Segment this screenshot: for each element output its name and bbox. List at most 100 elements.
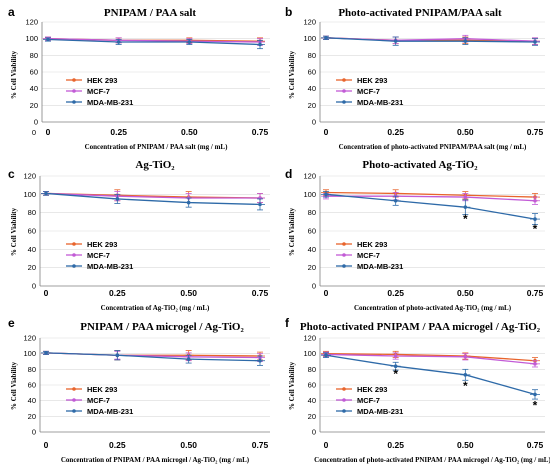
panel-e-y-tick-label: 40 — [28, 396, 36, 405]
panel-a-legend-marker — [72, 78, 76, 82]
panel-b-data-point — [463, 39, 468, 43]
panel-d-y-tick-label: 0 — [312, 282, 316, 291]
panel-f-legend-marker — [342, 387, 346, 391]
panel-b-y-tick-label: 40 — [308, 84, 316, 93]
panel-d-y-tick-label: 40 — [308, 245, 316, 254]
panel-f-data-point — [393, 354, 398, 358]
panel-c-title: Ag-TiO₂ — [135, 159, 175, 171]
panel-f-legend-label: HEK 293 — [357, 385, 387, 394]
panel-d-data-point — [463, 195, 468, 199]
panel-a-x-axis-label: Concentration of PNIPAM / PAA salt (mg /… — [85, 143, 228, 151]
panel-f-data-point — [533, 392, 537, 397]
panel-f-x-tick-label: 0.25 — [387, 440, 404, 450]
panel-a-x-extra-label: 0 — [32, 128, 36, 137]
panel-e-x-tick-label: 0 — [44, 440, 49, 450]
panel-c-x-tick-label: 0.75 — [252, 288, 269, 298]
panel-f-legend-label: MCF-7 — [357, 396, 380, 405]
panel-e-series-line — [45, 352, 261, 362]
panel-c-y-tick-label: 120 — [23, 172, 36, 181]
panel-e-data-point — [115, 353, 120, 358]
panel-b-letter: b — [285, 5, 292, 19]
panel-f-title: Photo-activated PNIPAM / PAA microgel / … — [300, 321, 541, 333]
panel-e-letter: e — [8, 316, 15, 330]
panel-a-title: PNIPAM / PAA salt — [104, 7, 196, 19]
panel-f-x-axis-label: Concentration of photo-activated PNIPAM … — [314, 456, 550, 464]
panel-a-data-point — [116, 40, 121, 44]
panel-f-significance-star: * — [393, 367, 398, 381]
panel-a-legend-label: MCF-7 — [87, 87, 110, 96]
panel-f-letter: f — [285, 316, 290, 330]
panel-f-legend-label: MDA-MB-231 — [357, 407, 403, 416]
panel-d-data-point — [324, 192, 328, 197]
panel-a-x-tick-label: 0.75 — [252, 127, 269, 137]
panel-a-series-line — [47, 38, 261, 46]
panel-a-data-point — [187, 40, 192, 44]
panel-a-data-point — [46, 37, 50, 42]
panel-d-x-axis-label: Concentration of photo-activated Ag-TiO₂… — [354, 304, 512, 312]
panel-c-data-point — [44, 191, 48, 196]
panel-c-y-axis-label: % Cell Viability — [10, 207, 18, 256]
panel-d-legend-label: HEK 293 — [357, 240, 387, 249]
panel-e-title: PNIPAM / PAA microgel / Ag-TiO₂ — [80, 321, 244, 333]
panel-b-legend-marker — [342, 78, 346, 82]
panel-a-x-tick-label: 0.25 — [110, 127, 127, 137]
panel-d-data-point — [533, 217, 537, 221]
panel-f-data-point — [393, 364, 398, 369]
panel-c-legend-marker — [72, 242, 76, 246]
panel-e-data-point — [186, 357, 191, 361]
panel-d-letter: d — [285, 167, 292, 181]
panel-e-legend-label: MDA-MB-231 — [87, 407, 133, 416]
panel-d-x-tick-label: 0.25 — [387, 288, 404, 298]
panel-c-x-tick-label: 0 — [44, 288, 49, 298]
panel-d-legend-marker — [342, 264, 346, 268]
panel-e-legend-marker — [72, 398, 76, 402]
panel-b-x-tick-label: 0.75 — [527, 127, 544, 137]
panel-d-y-tick-label: 120 — [303, 172, 316, 181]
panel-b-x-axis-label: Concentration of photo-activated PNIPAM/… — [339, 143, 527, 151]
panel-f-y-tick-label: 20 — [308, 412, 316, 421]
panel-a-data-point — [258, 42, 262, 47]
panel-a-y-axis-label: % Cell Viability — [10, 50, 18, 99]
panel-f-data-point — [533, 362, 537, 366]
panel-d-legend-marker — [342, 253, 346, 257]
panel-d-legend-label: MCF-7 — [357, 251, 380, 260]
panel-f-significance-star: * — [533, 398, 538, 412]
panel-b-x-tick-label: 0.25 — [387, 127, 404, 137]
panel-d-y-tick-label: 100 — [303, 190, 316, 199]
panel-e-legend-label: MCF-7 — [87, 396, 110, 405]
panel-f-legend-marker — [342, 398, 346, 402]
panel-e-data-point — [44, 351, 48, 355]
panel-e-x-tick-label: 0.25 — [109, 440, 126, 450]
panel-d-data-point — [533, 198, 537, 203]
panel-c-y-tick-label: 60 — [28, 227, 36, 236]
panel-b-x-tick-label: 0 — [324, 127, 329, 137]
panel-a-legend-marker — [72, 89, 76, 93]
panel-b-legend-marker — [342, 89, 346, 93]
panel-b-legend-label: HEK 293 — [357, 76, 387, 85]
panel-a-letter: a — [8, 5, 15, 19]
panel-c-series-line — [45, 192, 261, 206]
panel-a-y-tick-label: 20 — [30, 101, 38, 110]
panel-e-y-tick-label: 0 — [32, 428, 36, 437]
panel-b-y-tick-label: 120 — [303, 18, 316, 27]
panel-f-y-tick-label: 120 — [303, 334, 316, 343]
panel-e-x-axis-label: Concentration of PNIPAM / PAA microgel /… — [61, 456, 250, 464]
panel-c-legend-marker — [72, 253, 76, 257]
panel-e-y-tick-label: 100 — [23, 349, 36, 358]
panel-f-series-line — [325, 353, 536, 362]
panel-e-data-point — [258, 358, 262, 363]
panel-d-title: Photo-activated Ag-TiO₂ — [362, 159, 478, 171]
panel-d-significance-star: * — [463, 212, 468, 226]
panel-f-series-line — [325, 353, 536, 365]
panel-d-legend-marker — [342, 242, 346, 246]
panel-a-legend-label: HEK 293 — [87, 76, 117, 85]
panel-d-y-tick-label: 80 — [308, 208, 316, 217]
panel-f-y-tick-label: 60 — [308, 381, 316, 390]
panel-e-y-tick-label: 80 — [28, 365, 36, 374]
panel-f-y-tick-label: 40 — [308, 396, 316, 405]
panel-d-significance-star: * — [533, 222, 538, 236]
panel-d-series-line — [326, 195, 536, 202]
panel-e-y-tick-label: 120 — [23, 334, 36, 343]
panel-c-data-point — [258, 202, 262, 207]
panel-b-y-tick-label: 0 — [312, 118, 316, 127]
